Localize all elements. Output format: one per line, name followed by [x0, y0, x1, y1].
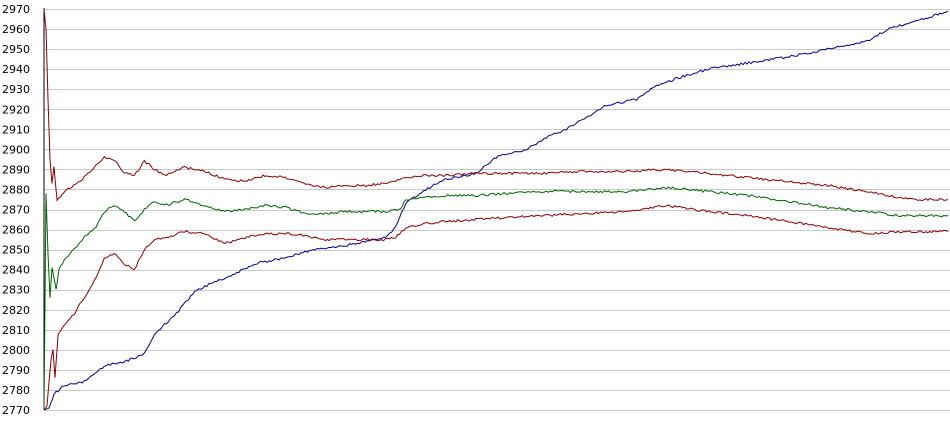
y-tick-label: 2860 [2, 224, 30, 237]
y-tick-label: 2960 [2, 23, 30, 36]
y-tick-label: 2770 [2, 404, 30, 417]
y-tick-label: 2820 [2, 304, 30, 317]
series-line-4 [43, 204, 949, 411]
y-tick-label: 2970 [2, 3, 30, 16]
y-tick-label: 2930 [2, 83, 30, 96]
y-tick-label: 2840 [2, 264, 30, 277]
y-tick-label: 2850 [2, 244, 30, 257]
series-line-2 [43, 8, 949, 202]
y-tick-label: 2800 [2, 344, 30, 357]
y-axis-tick-labels: 2770 2780 2790 2800 2810 2820 2830 2840 2850 2860… [2, 3, 30, 417]
y-tick-label: 2810 [2, 324, 30, 337]
y-tick-label: 2900 [2, 143, 30, 156]
y-tick-label: 2910 [2, 123, 30, 136]
y-tick-label: 2780 [2, 384, 30, 397]
y-tick-label: 2830 [2, 284, 30, 297]
y-tick-label: 2870 [2, 204, 30, 217]
y-tick-label: 2950 [2, 43, 30, 56]
series-lines [43, 8, 949, 411]
y-tick-label: 2790 [2, 364, 30, 377]
series-line-3 [43, 186, 949, 411]
y-tick-label: 2920 [2, 103, 30, 116]
series-line-1 [43, 10, 949, 411]
y-tick-label: 2880 [2, 183, 30, 196]
y-tick-label: 2940 [2, 63, 30, 76]
grid-lines [44, 9, 950, 411]
y-tick-label: 2890 [2, 163, 30, 176]
